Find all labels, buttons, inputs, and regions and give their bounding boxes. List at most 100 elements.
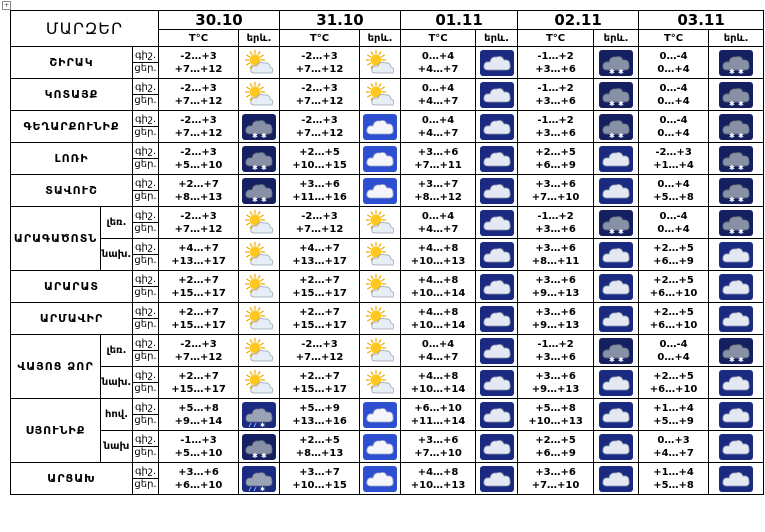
weather-icon-cell xyxy=(359,462,402,495)
weather-icon-cell xyxy=(359,366,402,399)
svg-text:✱: ✱ xyxy=(609,228,615,236)
svg-text:✱: ✱ xyxy=(260,422,265,428)
day-temp: +7…+12 xyxy=(174,95,223,107)
day-temp: +10…+13 xyxy=(410,255,466,267)
day-temp: +7…+12 xyxy=(174,127,223,139)
cloud-dark-icon xyxy=(710,465,763,492)
time-of-day-labels: գիշ. ցեր. xyxy=(132,302,159,335)
night-label: գիշ. xyxy=(133,402,158,415)
night-temp: +3…+6 xyxy=(535,242,576,254)
temperature-cell: -2…+3 +1…+4 xyxy=(638,142,710,175)
weather-icon-cell: ✱ ✱ xyxy=(593,334,640,367)
night-temp: +2…+7 xyxy=(178,178,219,190)
weather-icon-cell: ✱ ✱ xyxy=(708,334,765,367)
temperature-cell: 0…+4 +4…+7 xyxy=(400,110,477,143)
cloud-white-icon xyxy=(361,433,400,460)
day-temp: +10…+14 xyxy=(410,287,466,299)
temperature-cell: -2…+3 +7…+12 xyxy=(279,46,361,79)
svg-text:✱: ✱ xyxy=(738,100,744,108)
night-temp: 0…+4 xyxy=(421,338,455,350)
temperature-cell: +2…+5 +6…+9 xyxy=(638,238,710,271)
night-temp: +2…+7 xyxy=(299,306,340,318)
weather-icon-cell xyxy=(237,334,281,367)
night-label: գիշ. xyxy=(133,370,158,383)
day-temp: 0…+4 xyxy=(657,63,690,75)
weather-icon-cell xyxy=(593,366,640,399)
weather-icon-cell xyxy=(708,430,765,463)
cloud-dark-icon xyxy=(477,81,517,108)
night-temp: -2…+3 xyxy=(301,114,338,126)
zone-label: լեռ. xyxy=(100,334,133,367)
day-temp: +6…+10 xyxy=(649,383,698,395)
night-label: գիշ. xyxy=(133,82,158,95)
cloud-dark-icon xyxy=(710,401,763,428)
svg-text:✱: ✱ xyxy=(738,68,744,76)
temperature-cell: +2…+7 +8…+13 xyxy=(158,174,239,207)
weather-icon-cell: ✱ ✱ xyxy=(593,110,640,143)
night-temp: +3…+6 xyxy=(299,178,340,190)
time-of-day-labels: գիշ. ցեր. xyxy=(132,462,159,495)
time-of-day-labels: գիշ. ցեր. xyxy=(132,78,159,111)
temp-subheader: T°C xyxy=(400,29,477,47)
night-temp: -2…+3 xyxy=(301,50,338,62)
temperature-cell: +4…+7 +13…+17 xyxy=(158,238,239,271)
temperature-cell: -1…+2 +3…+6 xyxy=(517,110,595,143)
region-name: ՍՅՈՒՆԻՔ xyxy=(10,398,101,463)
phenomena-subheader: երև. xyxy=(475,29,519,47)
phenomena-subheader: երև. xyxy=(237,29,281,47)
region-row: ՍՅՈՒՆԻՔ հով. գիշ. ցեր. +5…+8 +9…+14 ✱ +5…+9 +13…… xyxy=(10,398,765,463)
svg-text:✱: ✱ xyxy=(618,228,624,236)
sun-cloud-icon xyxy=(240,49,279,76)
cloud-snow-icon: ✱ ✱ xyxy=(710,177,763,204)
cloud-white-icon xyxy=(361,145,400,172)
region-row: ԳԵՂԱՐՔՈՒՆԻՔ գիշ. ցեր. -2…+3 +7…+12 ✱ ✱ -2…+3 +7…… xyxy=(10,110,765,143)
time-of-day-labels: գիշ. ցեր. xyxy=(132,142,159,175)
cloud-snow-icon: ✱ ✱ xyxy=(595,113,638,140)
weather-icon-cell xyxy=(237,46,281,79)
table-move-handle[interactable]: + xyxy=(2,1,11,10)
night-label: գիշ. xyxy=(133,210,158,223)
day-temp: +8…+11 xyxy=(531,255,580,267)
weather-icon-cell xyxy=(593,238,640,271)
temperature-cell: +2…+5 +6…+10 xyxy=(638,302,710,335)
night-label: գիշ. xyxy=(133,178,158,191)
night-temp: +2…+7 xyxy=(178,306,219,318)
cloud-white-icon xyxy=(361,177,400,204)
temperature-cell: -2…+3 +7…+12 xyxy=(158,334,239,367)
night-label: գիշ. xyxy=(133,114,158,127)
weather-icon-cell xyxy=(237,78,281,111)
temperature-cell: +4…+8 +10…+13 xyxy=(400,238,477,271)
temp-subheader: T°C xyxy=(279,29,361,47)
weather-icon-cell: ✱ ✱ xyxy=(708,46,765,79)
temperature-cell: +2…+7 +15…+17 xyxy=(158,366,239,399)
weather-icon-cell: ✱ xyxy=(237,398,281,431)
night-temp: 0…-4 xyxy=(659,82,688,94)
weather-icon-cell xyxy=(708,302,765,335)
temperature-cell: -2…+3 +5…+10 xyxy=(158,142,239,175)
cloud-snow-icon: ✱ ✱ xyxy=(240,177,279,204)
night-temp: +3…+7 xyxy=(417,178,459,190)
region-name: ԱՐՄԱՎԻՐ xyxy=(10,302,133,335)
day-temp: +7…+10 xyxy=(414,447,462,459)
svg-text:✱: ✱ xyxy=(252,132,258,140)
cloud-snow-icon: ✱ ✱ xyxy=(710,145,763,172)
weather-icon-cell xyxy=(708,398,765,431)
cloud-dark-icon xyxy=(477,49,517,76)
night-temp: -2…+3 xyxy=(655,146,692,158)
svg-text:✱: ✱ xyxy=(618,356,624,364)
weather-icon-cell xyxy=(475,430,519,463)
night-temp: +3…+6 xyxy=(417,434,459,446)
day-temp: +3…+6 xyxy=(535,223,576,235)
night-temp: +4…+7 xyxy=(178,242,219,254)
night-temp: 0…-4 xyxy=(659,50,688,62)
sun-cloud-icon xyxy=(361,49,400,76)
day-temp: +7…+10 xyxy=(531,191,580,203)
night-temp: +2…+5 xyxy=(299,434,340,446)
cloud-snow-icon: ✱ ✱ xyxy=(240,113,279,140)
weather-icon-cell xyxy=(237,270,281,303)
svg-text:✱: ✱ xyxy=(729,164,735,172)
temperature-cell: +2…+5 +6…+9 xyxy=(517,142,595,175)
weather-icon-cell: ✱ ✱ xyxy=(237,110,281,143)
cloud-rain-snow-icon: ✱ xyxy=(240,465,279,492)
day-temp: +13…+17 xyxy=(171,255,226,267)
